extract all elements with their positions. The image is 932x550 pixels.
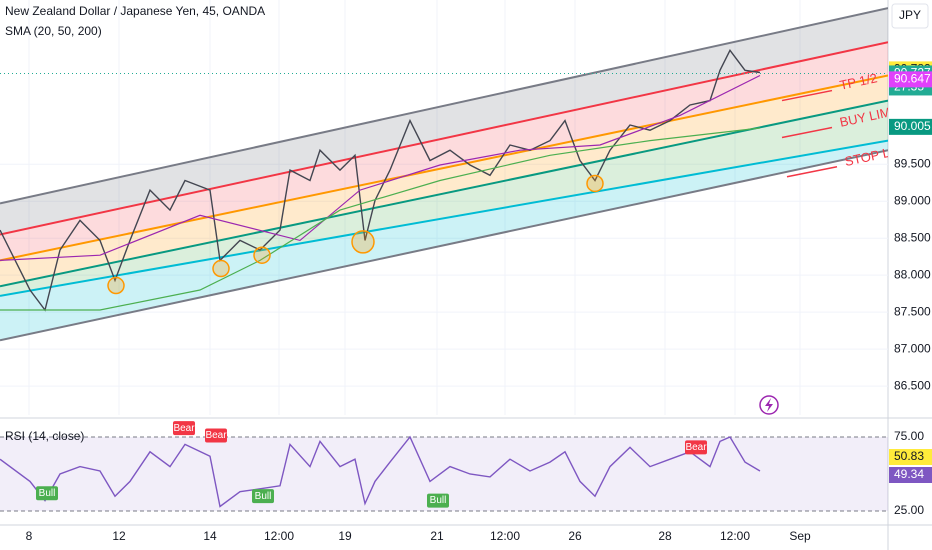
indicator-label: SMA (20, 50, 200) <box>5 24 102 38</box>
series-line <box>0 127 761 311</box>
x-tick-label: 12 <box>112 529 126 543</box>
channel-band <box>0 8 888 235</box>
channel-line <box>0 41 888 236</box>
x-tick-label: 26 <box>568 529 582 543</box>
x-tick-label: 28 <box>658 529 672 543</box>
series-line <box>0 74 761 261</box>
touch-marker <box>212 259 230 278</box>
y-tick-label: 87.000 <box>894 341 931 355</box>
symbol-title: New Zealand Dollar / Japanese Yen, 45, O… <box>5 4 265 18</box>
y-tick-label: 25.00 <box>894 503 924 517</box>
x-tick-label: 21 <box>430 529 444 543</box>
y-tick-label: 87.500 <box>894 304 931 318</box>
y-tick-label: 75.00 <box>894 429 924 443</box>
touch-marker <box>253 246 271 264</box>
x-tick-label: 14 <box>203 529 217 543</box>
alert-icon[interactable] <box>759 395 779 415</box>
price-label-bg <box>889 449 932 465</box>
y-tick-label: 88.000 <box>894 267 931 281</box>
price-label: 50.83 <box>894 449 924 463</box>
signal-tag-label: Bull <box>255 491 272 502</box>
y-tick-label: 89.000 <box>894 193 931 207</box>
x-tick-label: 8 <box>26 529 33 543</box>
annotation-line <box>781 89 833 102</box>
y-tick-label: 86.500 <box>894 378 931 392</box>
currency-button[interactable] <box>891 3 929 29</box>
price-label-bg <box>889 467 932 483</box>
touch-marker <box>586 174 604 193</box>
price-label: 90.647 <box>894 72 931 86</box>
signal-tag-label: Bull <box>39 488 56 499</box>
touch-marker <box>351 230 375 254</box>
signal-tag <box>427 493 449 508</box>
signal-tag-label: Bear <box>205 430 227 441</box>
signal-tag-label: Bear <box>685 442 707 453</box>
price-label: 49.34 <box>894 467 924 481</box>
y-tick-label: 88.500 <box>894 230 931 244</box>
signal-tag <box>36 486 58 501</box>
price-label-bg <box>889 71 932 88</box>
channel-line <box>0 7 888 205</box>
x-tick-label: 12:00 <box>264 529 294 543</box>
channel-line <box>0 149 888 342</box>
price-label: 90.005 <box>894 119 931 133</box>
series-line <box>0 435 761 508</box>
channel-line <box>0 139 888 297</box>
channel-band <box>0 42 888 261</box>
signal-tag <box>252 489 274 504</box>
x-tick-label: 19 <box>338 529 352 543</box>
channel-band <box>0 140 888 341</box>
channel-band <box>0 100 888 296</box>
price-label-bg <box>889 118 932 135</box>
currency-label[interactable]: JPY <box>899 8 921 22</box>
x-tick-label: 12:00 <box>490 529 520 543</box>
signal-tag <box>173 421 195 436</box>
annotation-line <box>786 166 838 178</box>
annotation-line <box>781 126 833 139</box>
y-tick-label: 89.500 <box>894 156 931 170</box>
pane-title: RSI (14, close) <box>5 429 84 443</box>
touch-marker <box>107 276 125 295</box>
x-tick-label: Sep <box>789 529 811 543</box>
channel-band <box>0 75 888 287</box>
signal-tag-label: Bear <box>173 423 195 434</box>
signal-tag <box>205 428 227 443</box>
signal-tag-label: Bull <box>430 495 447 506</box>
x-tick-label: 12:00 <box>720 529 750 543</box>
channel-line <box>0 74 888 262</box>
signal-tag <box>685 440 707 455</box>
channel-line <box>0 99 888 288</box>
